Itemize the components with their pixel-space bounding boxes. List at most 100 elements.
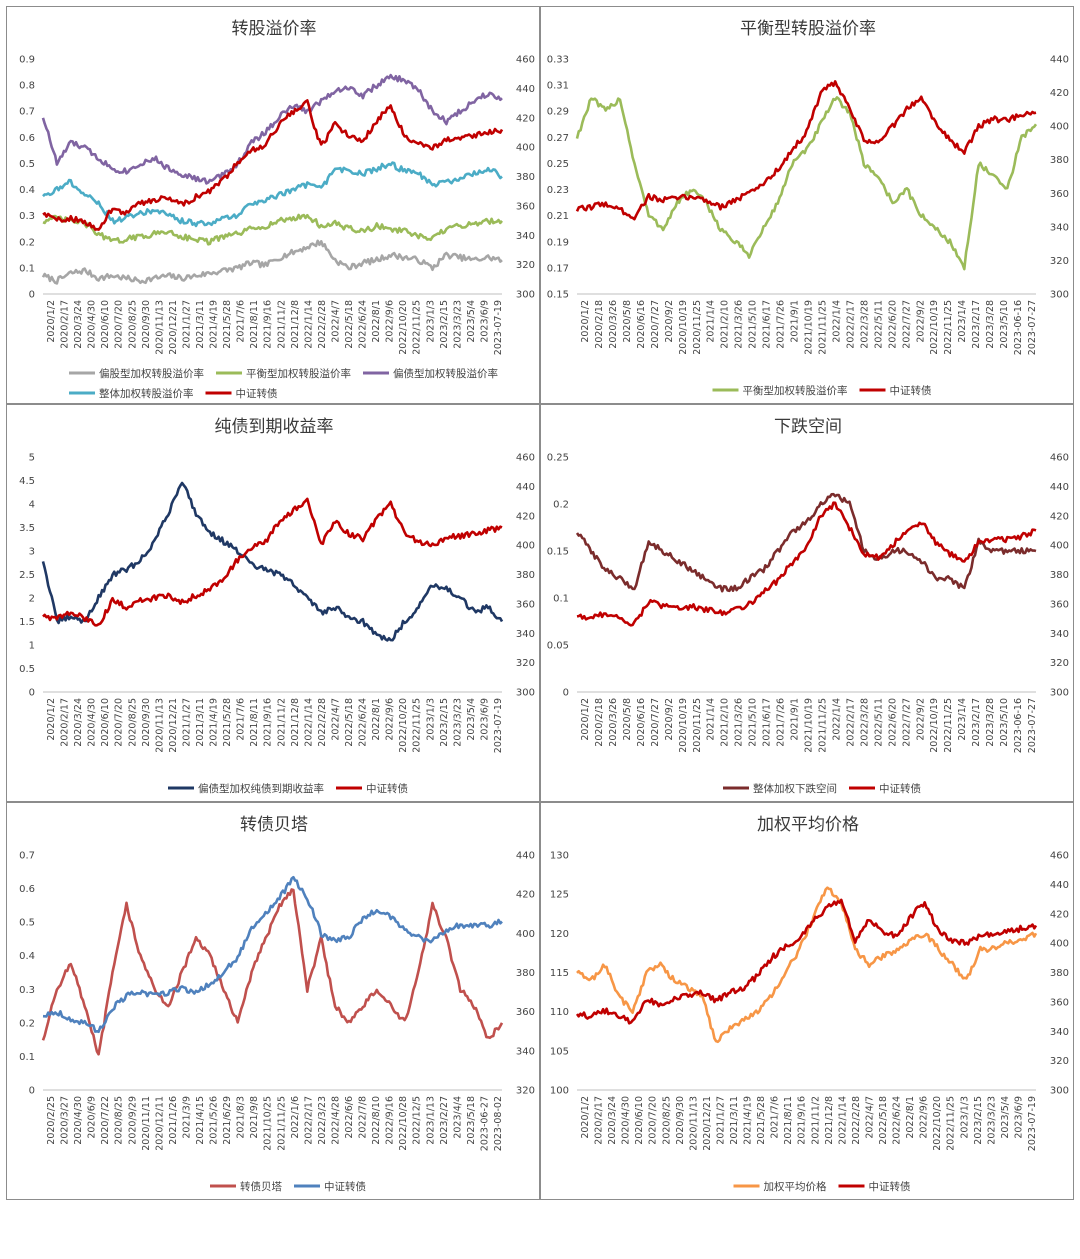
x-tick-label: 2021/7/26 [776,698,787,747]
x-tick-label: 2022/1/14 [303,698,314,747]
legend-label: 整体加权下跌空间 [753,782,837,795]
x-tick-label: 2022/8/1 [371,698,382,741]
right-tick-label: 460 [1050,453,1069,464]
x-tick-label: 2022/2/28 [851,1096,862,1145]
series-line [576,501,1037,627]
left-tick-label: 125 [550,890,569,901]
left-tick-label: 130 [550,851,569,862]
legend-label: 中证转债 [366,782,408,795]
x-tick-label: 2021/11/25 [817,300,828,355]
left-tick-label: 120 [550,929,569,940]
x-tick-label: 2023-07-19 [1027,1096,1038,1151]
x-tick-label: 2021/2/10 [720,300,731,349]
x-tick-label: 2020/9/29 [127,1096,138,1145]
x-tick-label: 2022/2/28 [317,300,328,349]
left-tick-label: 0.5 [19,918,35,929]
x-tick-label: 2023/5/10 [999,698,1010,747]
x-tick-label: 2022/10/20 [398,698,409,753]
right-tick-label: 320 [1050,658,1069,669]
right-tick-label: 460 [516,55,535,66]
x-tick-label: 2023/2/17 [971,698,982,747]
right-tick-label: 340 [1050,222,1069,233]
x-tick-label: 2023/1/4 [957,698,968,741]
x-tick-label: 2021/4/19 [743,1096,754,1145]
x-tick-label: 2023/2/15 [973,1096,984,1145]
x-tick-label: 2020/8/25 [661,1096,672,1145]
right-tick-label: 420 [516,511,535,522]
x-tick-label: 2020/10/19 [678,300,689,355]
x-tick-label: 2021/11/2 [810,1096,821,1145]
x-tick-label: 2020/4/30 [621,1096,632,1145]
right-tick-label: 380 [516,570,535,581]
x-tick-label: 2020/12/21 [702,1096,713,1151]
left-tick-label: 0.1 [19,1052,35,1063]
legend-label: 偏股型加权转股溢价率 [99,367,204,380]
x-tick-label: 2022/10/19 [929,698,940,753]
x-tick-label: 2021/3/11 [195,698,206,747]
legend-label: 偏债型加权纯债到期收益率 [198,782,324,795]
right-tick-label: 340 [1050,629,1069,640]
series-line [42,213,503,246]
x-tick-label: 2022/8/1 [371,300,382,343]
right-tick-label: 340 [1050,1027,1069,1038]
right-tick-label: 360 [516,201,535,212]
x-tick-label: 2022/9/6 [919,1096,930,1139]
right-tick-label: 440 [1050,482,1069,493]
x-tick-label: 2020/2/18 [594,698,605,747]
x-tick-label: 2020/11/13 [154,698,165,753]
left-tick-label: 0.25 [547,453,569,464]
right-tick-label: 440 [516,482,535,493]
left-tick-label: 0.8 [19,81,35,92]
x-tick-label: 2023/1/4 [957,300,968,343]
x-tick-label: 2022/7/27 [901,300,912,349]
right-tick-label: 400 [516,143,535,154]
right-tick-label: 380 [1050,155,1069,166]
x-tick-label: 2021/12/8 [824,1096,835,1145]
legend-label: 中证转债 [890,384,932,397]
left-tick-label: 0.23 [547,185,569,196]
left-tick-label: 110 [550,1007,569,1018]
x-tick-label: 2022/3/23 [317,1096,328,1145]
x-tick-label: 2022/3/28 [859,698,870,747]
x-tick-label: 2023/1/13 [425,1096,436,1145]
x-tick-label: 2020/1/2 [580,698,591,741]
x-tick-label: 2021/3/11 [729,1096,740,1145]
chart-panel-bond-yield: 纯债到期收益率 0 0.5 1 1.5 2 2.5 3 3.5 4 4.5 5 300 320 340 360… [6,404,540,802]
left-tick-label: 0.31 [547,81,569,92]
left-tick-label: 0.9 [19,55,35,66]
left-tick-label: 0.4 [19,951,35,962]
x-tick-label: 2022/8/1 [905,1096,916,1139]
x-tick-label: 2023/5/4 [466,698,477,741]
right-tick-label: 420 [516,890,535,901]
x-tick-label: 2023/3/28 [985,300,996,349]
x-tick-label: 2021/12/8 [290,300,301,349]
x-tick-label: 2022/9/6 [385,698,396,741]
series-line [41,481,504,642]
x-tick-label: 2023/5/18 [466,1096,477,1145]
x-tick-label: 2020/2/18 [594,300,605,349]
x-tick-label: 2022/1/4 [831,698,842,741]
x-tick-label: 2020/3/24 [73,698,84,747]
x-tick-label: 2023/2/27 [439,1096,450,1145]
series-line [575,96,1038,271]
chart-title: 转股溢价率 [232,19,317,39]
x-tick-label: 2022/9/6 [385,300,396,343]
x-tick-label: 2020/5/8 [622,698,633,741]
x-tick-label: 2021/5/26 [209,1096,220,1145]
left-tick-label: 0.15 [547,290,569,301]
x-tick-label: 2022/10/20 [932,1096,943,1151]
x-tick-label: 2023/6/9 [1013,1096,1024,1139]
x-tick-label: 2021/8/11 [249,300,260,349]
series-line [42,99,504,231]
x-tick-label: 2021/2/10 [720,698,731,747]
x-tick-label: 2023-06-16 [1013,698,1024,753]
x-tick-label: 2020/3/24 [607,1096,618,1145]
x-tick-label: 2022/1/14 [303,300,314,349]
x-tick-label: 2022/8/10 [371,1096,382,1145]
right-tick-label: 420 [1050,511,1069,522]
left-tick-label: 0.2 [19,1018,35,1029]
chart-panel-downside: 下跌空间 0 0.05 0.1 0.15 0.2 0.25 300 320 340 360 380 40… [540,404,1074,802]
x-tick-label: 2020/11/25 [692,698,703,753]
chart-title: 平衡型转股溢价率 [740,19,876,39]
x-tick-label: 2023/3/23 [452,300,463,349]
